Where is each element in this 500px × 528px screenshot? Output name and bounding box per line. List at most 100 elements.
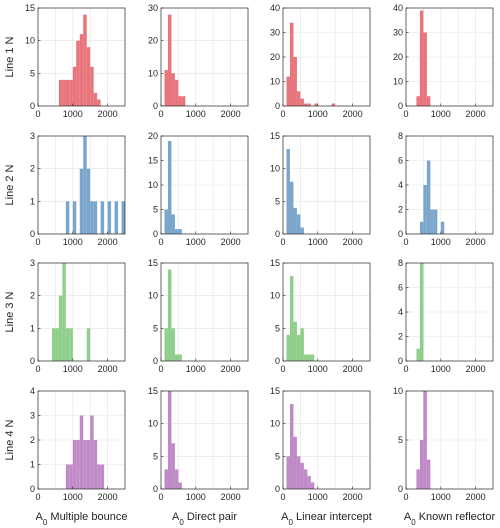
histogram-bar [416,96,420,106]
histogram-bar [51,328,56,361]
histogram-bar [289,22,294,107]
y-tick-label: 0 [30,484,35,494]
plot-area [38,263,125,361]
x-tick-label: 0 [35,109,40,119]
label-symbol: A [36,511,44,523]
x-tick-label: 0 [35,364,40,374]
histogram-bar [300,462,304,489]
histogram-bar [174,354,179,361]
y-tick-label: 3 [30,411,35,421]
histogram-bar [97,99,101,106]
y-tick-label: 0 [275,229,280,239]
histogram-bar [307,103,311,106]
histogram-bar [293,321,297,361]
x-tick-label: 2000 [221,237,241,247]
y-tick-label: 2 [398,205,403,215]
y-tick-label: 10 [148,68,158,78]
y-tick-label: 0 [275,484,280,494]
x-tick-label: 0 [403,237,408,247]
y-tick-label: 15 [270,131,280,141]
y-tick-label: 5 [275,323,280,333]
histogram-bar [100,201,105,234]
histogram-bar [69,79,73,106]
y-tick-label: 0 [398,484,403,494]
panel-r4-c1: 0 1 2 3 4 0 1000 2000 [30,386,126,502]
axes-box [160,390,249,490]
y-tick-label: 10 [270,164,280,174]
histogram-bar [171,443,175,489]
panel-r2-c1: 0 1 2 3 0 1000 2000 [30,131,126,247]
y-tick-label: 20 [270,52,280,62]
axes-box [282,135,371,235]
x-tick-label: 1000 [431,364,451,374]
histogram-bar [65,328,70,361]
histogram-bar [97,464,101,489]
histogram-bar [310,482,315,489]
plot-area [161,263,248,361]
y-tick-label: 1 [30,323,35,333]
x-tick-label: 0 [158,364,163,374]
panel-r2-c3: 0 5 10 15 0 1000 2000 [270,131,371,247]
histogram-bar [303,103,308,106]
histogram-bar [419,10,424,107]
histogram-bar [58,295,63,361]
histogram-bar [178,354,182,361]
label-text: Linear intercept [293,511,372,523]
label-subscript: 0 [179,518,184,527]
x-tick-label: 1000 [431,237,451,247]
histogram-bar [419,440,424,489]
y-tick-label: 5 [153,323,158,333]
x-tick-label: 2000 [98,237,118,247]
y-tick-label: 30 [270,28,280,38]
x-tick-label: 0 [403,109,408,119]
row-label: Line 4 N [4,419,16,460]
y-tick-label: 40 [393,3,403,13]
x-tick-label: 2000 [98,492,118,502]
x-tick-label: 0 [35,492,40,502]
panel-r2-c2: 0 5 10 15 20 0 1000 2000 [148,131,249,247]
panel-r3-c2: 0 5 10 15 0 1000 2000 [148,258,249,374]
y-tick-label: 15 [148,386,158,396]
y-tick-label: 0 [153,484,158,494]
histogram-bar [72,440,77,489]
histogram-bar [293,207,297,234]
histogram-bar [86,328,91,361]
histogram-bar [426,96,431,106]
histogram-bar [83,136,87,234]
histogram-bar [93,440,98,489]
y-tick-label: 8 [398,258,403,268]
histogram-bar [69,464,73,489]
x-tick-label: 1000 [63,364,83,374]
histogram-bar [167,391,172,489]
x-tick-label: 1000 [63,237,83,247]
histogram-bar [178,229,182,234]
x-tick-label: 2000 [343,364,363,374]
histogram-bar [331,103,336,106]
y-tick-label: 10 [270,291,280,301]
row-label: Line 1 N [4,36,16,77]
histogram-bar [300,98,304,106]
y-tick-label: 0 [30,101,35,111]
histogram-bar [58,79,63,106]
panel-r3-c1: 0 1 2 3 0 1000 2000 [30,258,126,374]
x-tick-label: 1000 [431,492,451,502]
y-tick-label: 2 [30,435,35,445]
axes-box [282,262,371,362]
x-tick-label: 1000 [186,364,206,374]
label-text: Multiple bounce [47,511,127,523]
x-tick-label: 2000 [98,109,118,119]
histogram-bar [296,456,301,489]
x-tick-label: 1000 [308,109,328,119]
histogram-bar [178,96,182,106]
y-tick-label: 15 [148,156,158,166]
y-tick-label: 2 [30,164,35,174]
histogram-bar [307,354,311,361]
histogram-bar [167,269,172,361]
y-tick-label: 1 [30,460,35,470]
histogram-bar [423,391,427,489]
y-tick-label: 5 [275,451,280,461]
histogram-bar [86,47,91,106]
histogram-bar [430,209,434,234]
x-tick-label: 2000 [466,237,486,247]
histogram-bar [90,201,94,234]
